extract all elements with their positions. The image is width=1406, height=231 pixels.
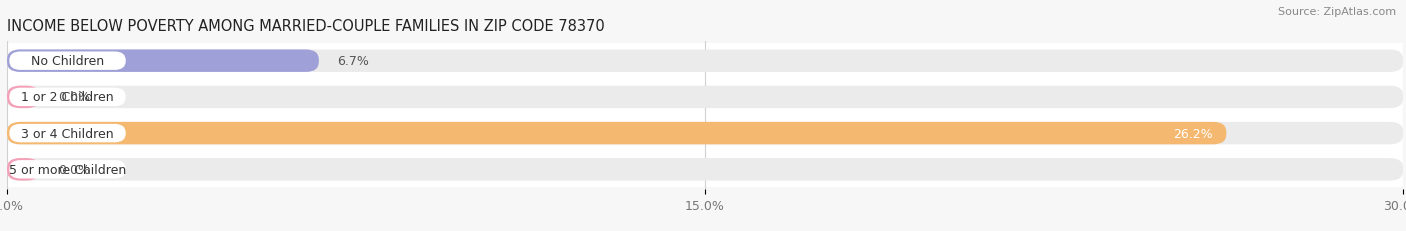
FancyBboxPatch shape [7,86,39,109]
FancyBboxPatch shape [10,52,125,71]
FancyBboxPatch shape [7,116,1403,152]
FancyBboxPatch shape [7,152,1403,188]
Text: 5 or more Children: 5 or more Children [8,163,127,176]
FancyBboxPatch shape [7,122,1226,145]
FancyBboxPatch shape [7,158,1403,181]
Text: No Children: No Children [31,55,104,68]
FancyBboxPatch shape [7,43,1403,79]
FancyBboxPatch shape [7,158,39,181]
FancyBboxPatch shape [7,50,1403,73]
FancyBboxPatch shape [10,124,125,143]
FancyBboxPatch shape [10,160,125,179]
FancyBboxPatch shape [7,79,1403,116]
Text: 26.2%: 26.2% [1173,127,1212,140]
FancyBboxPatch shape [7,50,319,73]
FancyBboxPatch shape [7,86,1403,109]
Text: 6.7%: 6.7% [337,55,370,68]
Text: 1 or 2 Children: 1 or 2 Children [21,91,114,104]
Text: Source: ZipAtlas.com: Source: ZipAtlas.com [1278,7,1396,17]
FancyBboxPatch shape [10,88,125,107]
Text: 0.0%: 0.0% [58,163,90,176]
FancyBboxPatch shape [7,122,1403,145]
Text: 3 or 4 Children: 3 or 4 Children [21,127,114,140]
Text: INCOME BELOW POVERTY AMONG MARRIED-COUPLE FAMILIES IN ZIP CODE 78370: INCOME BELOW POVERTY AMONG MARRIED-COUPL… [7,18,605,33]
Text: 0.0%: 0.0% [58,91,90,104]
